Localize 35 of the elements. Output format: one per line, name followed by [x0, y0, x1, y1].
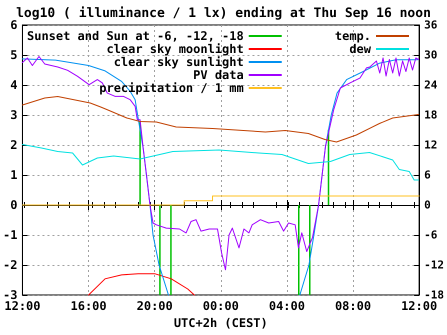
y-tick-label: 6: [10, 18, 18, 32]
legend-label: clear sky moonlight: [106, 42, 244, 56]
legend-label: clear sky sunlight: [114, 55, 244, 69]
legend-label: PV data: [193, 68, 244, 82]
x-tick-label: 04:00: [268, 299, 305, 313]
legend-label: temp.: [334, 29, 371, 43]
y2-tick-label: -12: [424, 258, 444, 272]
y2-tick-label: -18: [424, 288, 444, 302]
y-tick-label: 5: [10, 48, 18, 62]
y2-tick-label: 12: [424, 138, 438, 152]
x-tick-label: 20:00: [136, 299, 173, 313]
y2-tick-label: 36: [424, 18, 438, 32]
y-tick-label: 1: [10, 168, 18, 182]
y-tick-label: -1: [2, 228, 18, 242]
y2-tick-label: 18: [424, 108, 438, 122]
y-tick-label: 2: [10, 138, 18, 152]
x-tick-label: 08:00: [334, 299, 372, 313]
y2-tick-label: 30: [424, 48, 438, 62]
chart-title: log10 ( illuminance / 1 lx) ending at Thu Sep 16 noon: [16, 6, 431, 21]
y-tick-label: 4: [10, 78, 18, 92]
x-axis-title: UTC+2h (CEST): [174, 316, 268, 330]
x-tick-label: 12:00: [401, 299, 438, 313]
y-tick-label: 3: [10, 108, 18, 122]
y-tick-label: -3: [2, 288, 18, 302]
y2-tick-label: 6: [424, 168, 432, 182]
y-tick-label: 0: [10, 198, 18, 212]
y2-tick-label: 0: [424, 198, 431, 212]
x-tick-label: 16:00: [70, 299, 107, 313]
x-tick-label: 12:00: [4, 299, 41, 313]
y-tick-label: -2: [2, 258, 18, 272]
legend-label: Sunset and Sun at -6, -12, -18: [26, 29, 244, 43]
y2-tick-label: 24: [424, 78, 438, 92]
y2-tick-label: -6: [424, 228, 438, 242]
legend-label: dew: [349, 42, 372, 56]
x-tick-label: 00:00: [202, 299, 239, 313]
